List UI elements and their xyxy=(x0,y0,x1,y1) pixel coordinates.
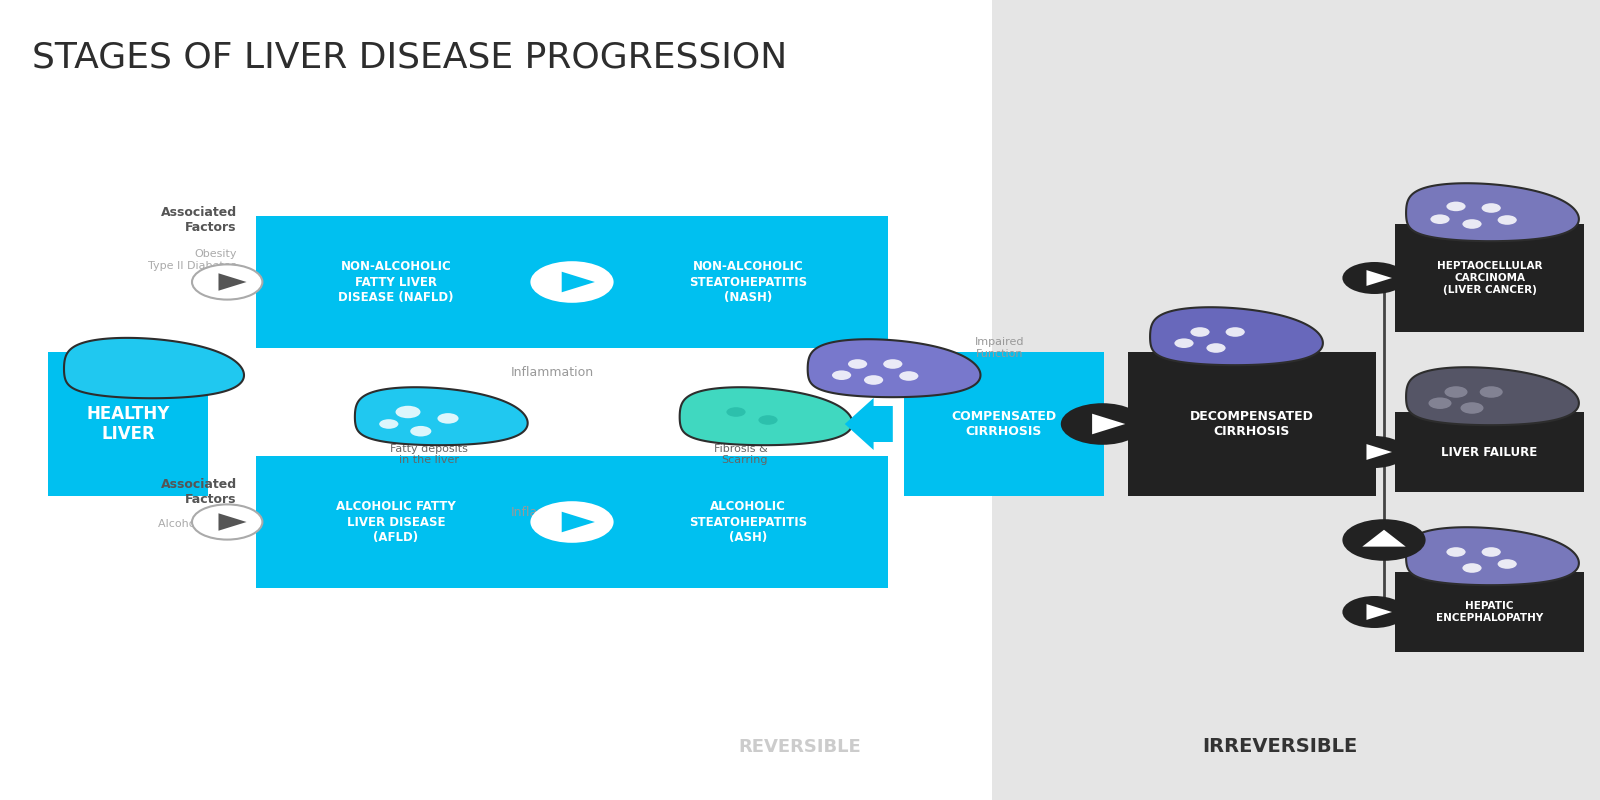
Circle shape xyxy=(1498,559,1517,569)
Circle shape xyxy=(1461,402,1483,414)
Circle shape xyxy=(1430,214,1450,224)
Circle shape xyxy=(1462,563,1482,573)
Polygon shape xyxy=(219,514,246,530)
Polygon shape xyxy=(1406,183,1579,241)
Polygon shape xyxy=(808,339,981,397)
Circle shape xyxy=(531,501,614,542)
Circle shape xyxy=(1446,202,1466,211)
Circle shape xyxy=(1190,327,1210,337)
Circle shape xyxy=(1342,436,1406,468)
Circle shape xyxy=(1462,219,1482,229)
Text: Inflammation: Inflammation xyxy=(510,506,594,518)
Circle shape xyxy=(883,359,902,369)
Text: LIVER FAILURE: LIVER FAILURE xyxy=(1442,446,1538,458)
Text: Inflammation: Inflammation xyxy=(510,366,594,378)
Text: STAGES OF LIVER DISEASE PROGRESSION: STAGES OF LIVER DISEASE PROGRESSION xyxy=(32,40,787,74)
Text: REVERSIBLE: REVERSIBLE xyxy=(739,738,861,756)
Polygon shape xyxy=(1366,444,1392,460)
Text: Alcohol Abuse: Alcohol Abuse xyxy=(158,519,237,529)
Polygon shape xyxy=(1366,270,1392,286)
Circle shape xyxy=(1482,203,1501,213)
Circle shape xyxy=(899,371,918,381)
Text: Associated
Factors: Associated Factors xyxy=(160,206,237,234)
Polygon shape xyxy=(1406,527,1579,585)
Circle shape xyxy=(410,426,432,437)
Circle shape xyxy=(864,375,883,385)
FancyArrow shape xyxy=(845,398,893,450)
Circle shape xyxy=(531,261,614,302)
Text: COMPENSATED
CIRRHOSIS: COMPENSATED CIRRHOSIS xyxy=(952,410,1056,438)
Circle shape xyxy=(1061,403,1144,445)
Text: Fibrosis &
Scarring: Fibrosis & Scarring xyxy=(714,443,768,465)
Polygon shape xyxy=(64,338,243,398)
FancyBboxPatch shape xyxy=(1395,412,1584,492)
Circle shape xyxy=(192,264,262,300)
FancyBboxPatch shape xyxy=(256,456,888,588)
Circle shape xyxy=(1342,596,1406,628)
Polygon shape xyxy=(219,274,246,290)
Circle shape xyxy=(1226,327,1245,337)
Circle shape xyxy=(848,359,867,369)
Circle shape xyxy=(1206,343,1226,353)
Polygon shape xyxy=(1093,414,1125,434)
FancyBboxPatch shape xyxy=(904,352,1104,496)
Polygon shape xyxy=(680,387,853,445)
Circle shape xyxy=(395,406,421,418)
Text: NON-ALCOHOLIC
FATTY LIVER
DISEASE (NAFLD): NON-ALCOHOLIC FATTY LIVER DISEASE (NAFLD… xyxy=(338,261,454,303)
Text: Impaired
Function: Impaired Function xyxy=(976,338,1024,359)
Circle shape xyxy=(1429,398,1451,409)
FancyBboxPatch shape xyxy=(1128,352,1376,496)
Text: Associated
Factors: Associated Factors xyxy=(160,478,237,506)
Circle shape xyxy=(1342,262,1406,294)
Polygon shape xyxy=(1362,530,1406,546)
Text: HEPATIC
ENCEPHALOPATHY: HEPATIC ENCEPHALOPATHY xyxy=(1435,602,1544,622)
Text: ALCOHOLIC
STEATOHEPATITIS
(ASH): ALCOHOLIC STEATOHEPATITIS (ASH) xyxy=(690,501,806,543)
Circle shape xyxy=(758,415,778,425)
Circle shape xyxy=(1446,547,1466,557)
Text: Fatty deposits
in the liver: Fatty deposits in the liver xyxy=(390,443,467,465)
FancyBboxPatch shape xyxy=(256,216,888,348)
Text: IRREVERSIBLE: IRREVERSIBLE xyxy=(1202,737,1358,756)
FancyBboxPatch shape xyxy=(992,0,1600,800)
FancyBboxPatch shape xyxy=(1395,224,1584,332)
Circle shape xyxy=(1482,547,1501,557)
Circle shape xyxy=(832,370,851,380)
Circle shape xyxy=(726,407,746,417)
Text: HEALTHY
LIVER: HEALTHY LIVER xyxy=(86,405,170,443)
Circle shape xyxy=(1498,215,1517,225)
Circle shape xyxy=(437,413,459,424)
Text: HEPTAOCELLULAR
CARCINOMA
(LIVER CANCER): HEPTAOCELLULAR CARCINOMA (LIVER CANCER) xyxy=(1437,262,1542,294)
Polygon shape xyxy=(1150,307,1323,365)
Polygon shape xyxy=(1366,604,1392,620)
Polygon shape xyxy=(562,272,595,292)
Circle shape xyxy=(1342,519,1426,561)
Text: ALCOHOLIC FATTY
LIVER DISEASE
(AFLD): ALCOHOLIC FATTY LIVER DISEASE (AFLD) xyxy=(336,501,456,543)
Polygon shape xyxy=(355,387,528,445)
Circle shape xyxy=(1174,338,1194,348)
Polygon shape xyxy=(562,512,595,532)
Circle shape xyxy=(192,504,262,540)
Circle shape xyxy=(1445,386,1467,398)
Text: DECOMPENSATED
CIRRHOSIS: DECOMPENSATED CIRRHOSIS xyxy=(1190,410,1314,438)
FancyBboxPatch shape xyxy=(48,352,208,496)
Polygon shape xyxy=(1406,367,1579,425)
Text: NON-ALCOHOLIC
STEATOHEPATITIS
(NASH): NON-ALCOHOLIC STEATOHEPATITIS (NASH) xyxy=(690,261,806,303)
Circle shape xyxy=(1480,386,1502,398)
Circle shape xyxy=(379,419,398,429)
FancyBboxPatch shape xyxy=(1395,572,1584,652)
Text: Obesity
Type II Diabetes: Obesity Type II Diabetes xyxy=(149,250,237,270)
